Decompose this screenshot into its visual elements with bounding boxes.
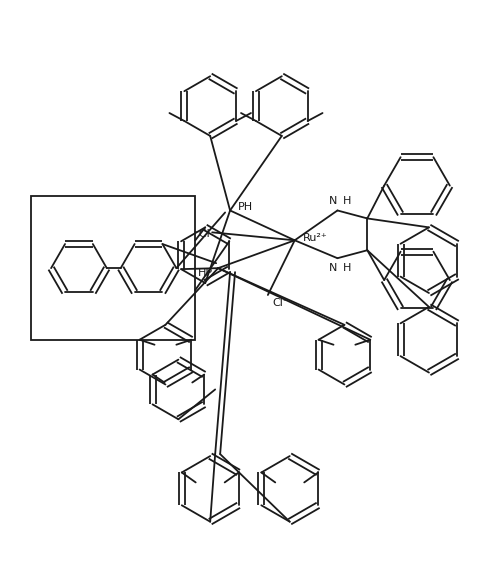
Text: ⁻Cl: ⁻Cl — [193, 230, 210, 239]
Text: N: N — [329, 195, 338, 205]
Bar — [31, 195, 195, 340]
Text: H: H — [343, 263, 351, 273]
Text: PH: PH — [238, 203, 253, 212]
Text: N: N — [329, 263, 338, 273]
Text: Cl⁻: Cl⁻ — [273, 298, 289, 308]
Text: Ru²⁺: Ru²⁺ — [303, 233, 327, 244]
Text: HP: HP — [198, 268, 213, 278]
Text: H: H — [343, 195, 351, 205]
